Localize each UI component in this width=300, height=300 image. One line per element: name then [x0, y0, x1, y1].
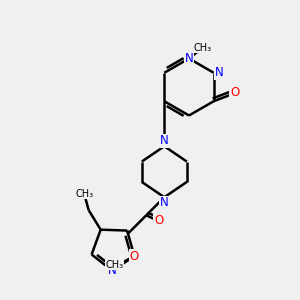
- Text: N: N: [215, 66, 224, 79]
- Text: O: O: [154, 214, 163, 227]
- Text: N: N: [184, 52, 194, 65]
- Text: CH₃: CH₃: [106, 260, 124, 270]
- Text: N: N: [160, 196, 169, 209]
- Text: N: N: [108, 264, 117, 277]
- Text: O: O: [230, 86, 239, 99]
- Text: CH₃: CH₃: [194, 43, 211, 53]
- Text: N: N: [160, 134, 169, 147]
- Text: CH₃: CH₃: [75, 189, 93, 199]
- Text: O: O: [130, 250, 139, 262]
